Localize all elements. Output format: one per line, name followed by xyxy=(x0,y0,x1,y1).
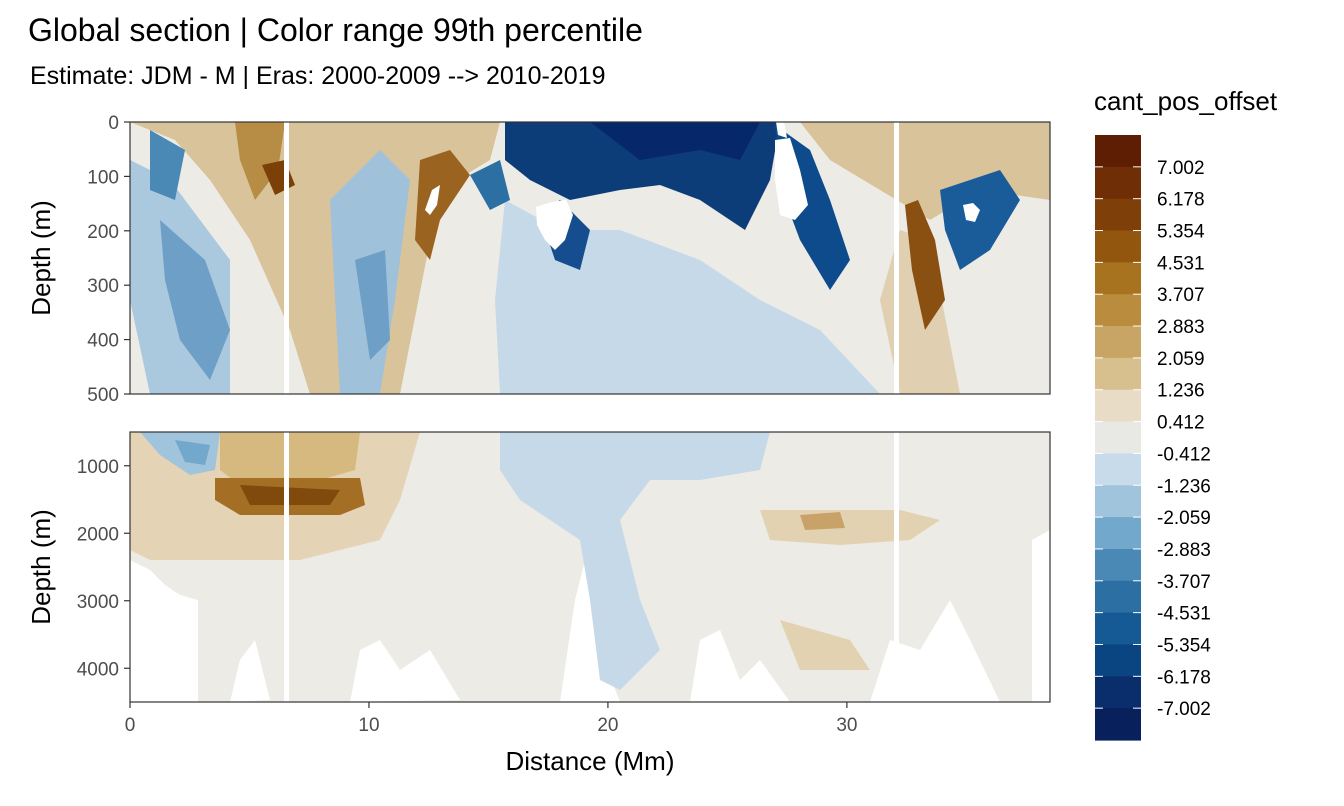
y-tick-label: 0 xyxy=(108,113,119,134)
legend-swatch xyxy=(1095,262,1141,295)
legend-swatch xyxy=(1095,230,1141,263)
legend-label: 3.707 xyxy=(1157,285,1205,306)
legend-label: -3.707 xyxy=(1157,572,1211,593)
y-tick-label: 100 xyxy=(87,167,119,188)
legend-labels: 7.002 6.178 5.354 4.531 3.707 2.883 2.059 1.236… xyxy=(1157,158,1211,720)
y-tick-label: 2000 xyxy=(77,524,119,545)
x-tick-label: 30 xyxy=(836,715,857,736)
legend-label: -4.531 xyxy=(1157,604,1211,625)
chart-subtitle: Estimate: JDM - M | Eras: 2000-2009 --> … xyxy=(30,62,606,90)
legend-label: -5.354 xyxy=(1157,635,1211,656)
x-tick-label: 10 xyxy=(358,715,379,736)
x-axis-ticks: 0 10 20 30 xyxy=(125,702,857,736)
legend-label: 2.883 xyxy=(1157,317,1205,338)
legend-label: -2.883 xyxy=(1157,540,1211,561)
y-tick-label: 200 xyxy=(87,222,119,243)
legend-swatch xyxy=(1095,708,1141,741)
x-tick-label: 20 xyxy=(597,715,618,736)
legend-label: 7.002 xyxy=(1157,158,1205,179)
panel-bottom-y-ticks: 1000 2000 3000 4000 xyxy=(77,457,130,680)
legend-swatch xyxy=(1095,644,1141,677)
legend-swatch xyxy=(1095,517,1141,550)
panel-bottom: 1000 2000 3000 4000 Depth (m) xyxy=(26,431,1051,703)
y-tick-label: 1000 xyxy=(77,457,119,478)
legend-swatch xyxy=(1095,453,1141,486)
panel-top: 0 100 200 300 400 500 Depth (m) xyxy=(26,113,1051,406)
legend-swatch xyxy=(1095,580,1141,614)
legend-label: -6.178 xyxy=(1157,667,1211,688)
panel-top-y-ticks: 0 100 200 300 400 500 xyxy=(87,113,130,406)
x-axis-label: Distance (Mm) xyxy=(505,746,674,776)
y-tick-label: 4000 xyxy=(77,659,119,680)
legend-label: -1.236 xyxy=(1157,476,1211,497)
legend-label: -2.059 xyxy=(1157,508,1211,529)
panel-top-y-label: Depth (m) xyxy=(26,200,56,316)
chart-title: Global section | Color range 99th percen… xyxy=(28,12,643,48)
y-tick-label: 3000 xyxy=(77,592,119,613)
legend-colorbar xyxy=(1095,135,1141,741)
panel-top-frame xyxy=(129,121,1051,395)
legend-label: 1.236 xyxy=(1157,381,1205,402)
legend-label: 6.178 xyxy=(1157,190,1205,211)
legend-label: -0.412 xyxy=(1157,444,1211,465)
legend-swatch xyxy=(1095,294,1141,327)
y-tick-label: 300 xyxy=(87,276,119,297)
y-tick-label: 400 xyxy=(87,331,119,352)
legend-swatch xyxy=(1095,389,1141,423)
panel-bottom-y-label: Depth (m) xyxy=(26,509,56,625)
legend-swatch xyxy=(1095,485,1141,518)
legend-swatch xyxy=(1095,676,1141,709)
y-tick-label: 500 xyxy=(87,385,119,406)
legend: cant_pos_offset 7.002 6.178 5.354 4.531 3.70… xyxy=(1094,86,1278,741)
legend-swatch xyxy=(1095,326,1141,359)
legend-swatch xyxy=(1095,612,1141,646)
panel-bottom-frame xyxy=(129,431,1051,703)
x-tick-label: 0 xyxy=(125,715,136,736)
legend-title: cant_pos_offset xyxy=(1094,86,1278,116)
legend-swatch xyxy=(1095,357,1141,391)
legend-swatch xyxy=(1095,135,1141,168)
legend-label: 5.354 xyxy=(1157,222,1205,243)
legend-swatch xyxy=(1095,166,1141,200)
legend-swatch xyxy=(1095,198,1141,232)
legend-label: -7.002 xyxy=(1157,699,1211,720)
legend-label: 4.531 xyxy=(1157,253,1205,274)
legend-swatch xyxy=(1095,548,1141,582)
legend-label: 0.412 xyxy=(1157,413,1205,434)
legend-swatch xyxy=(1095,421,1141,455)
legend-label: 2.059 xyxy=(1157,349,1205,370)
